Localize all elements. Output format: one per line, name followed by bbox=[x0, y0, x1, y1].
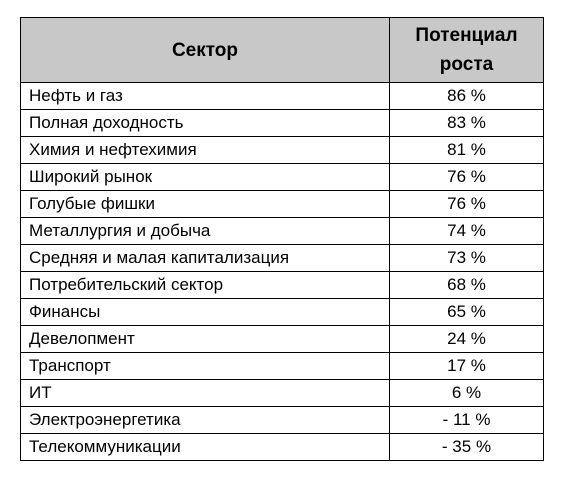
sector-growth-table: Сектор Потенциал роста Нефть и газ 86 % П… bbox=[20, 17, 544, 461]
table-row: Девелопмент 24 % bbox=[20, 325, 544, 353]
table-row: Электроэнергетика - 11 % bbox=[20, 406, 544, 434]
sector-growth-table-wrapper: Сектор Потенциал роста Нефть и газ 86 % П… bbox=[20, 17, 544, 461]
potential-cell: 83 % bbox=[389, 109, 544, 137]
sector-cell: Электроэнергетика bbox=[20, 406, 390, 434]
potential-cell: 74 % bbox=[389, 217, 544, 245]
sector-cell: ИТ bbox=[20, 379, 390, 407]
table-header: Сектор Потенциал роста bbox=[20, 17, 544, 83]
table-row: Химия и нефтехимия 81 % bbox=[20, 136, 544, 164]
table-row: Потребительский сектор 68 % bbox=[20, 271, 544, 299]
potential-cell: 17 % bbox=[389, 352, 544, 380]
table-row: Средняя и малая капитализация 73 % bbox=[20, 244, 544, 272]
potential-cell: 81 % bbox=[389, 136, 544, 164]
sector-cell: Средняя и малая капитализация bbox=[20, 244, 390, 272]
table-row: Голубые фишки 76 % bbox=[20, 190, 544, 218]
sector-cell: Нефть и газ bbox=[20, 82, 390, 110]
header-sector-label: Сектор bbox=[171, 39, 239, 61]
sector-cell: Широкий рынок bbox=[20, 163, 390, 191]
table-row: Полная доходность 83 % bbox=[20, 109, 544, 137]
sector-cell: Потребительский сектор bbox=[20, 271, 390, 299]
header-potential-label: Потенциал роста bbox=[415, 25, 518, 75]
potential-cell: 73 % bbox=[389, 244, 544, 272]
sector-cell: Металлургия и добыча bbox=[20, 217, 390, 245]
table-row: ИТ 6 % bbox=[20, 379, 544, 407]
potential-cell: - 11 % bbox=[389, 406, 544, 434]
table-row: Транспорт 17 % bbox=[20, 352, 544, 380]
sector-cell: Финансы bbox=[20, 298, 390, 326]
header-potential: Потенциал роста bbox=[389, 17, 544, 83]
potential-cell: 86 % bbox=[389, 82, 544, 110]
table-body: Нефть и газ 86 % Полная доходность 83 % Хи… bbox=[20, 82, 544, 461]
potential-cell: 76 % bbox=[389, 163, 544, 191]
potential-cell: 76 % bbox=[389, 190, 544, 218]
table-row: Телекоммуникации - 35 % bbox=[20, 433, 544, 461]
table-row: Металлургия и добыча 74 % bbox=[20, 217, 544, 245]
sector-cell: Голубые фишки bbox=[20, 190, 390, 218]
header-row: Сектор Потенциал роста bbox=[20, 17, 544, 83]
header-sector: Сектор bbox=[20, 17, 390, 83]
sector-cell: Телекоммуникации bbox=[20, 433, 390, 461]
potential-cell: 24 % bbox=[389, 325, 544, 353]
potential-cell: 65 % bbox=[389, 298, 544, 326]
potential-cell: 6 % bbox=[389, 379, 544, 407]
potential-cell: - 35 % bbox=[389, 433, 544, 461]
table-row: Нефть и газ 86 % bbox=[20, 82, 544, 110]
sector-cell: Полная доходность bbox=[20, 109, 390, 137]
sector-cell: Транспорт bbox=[20, 352, 390, 380]
table-row: Финансы 65 % bbox=[20, 298, 544, 326]
sector-cell: Девелопмент bbox=[20, 325, 390, 353]
potential-cell: 68 % bbox=[389, 271, 544, 299]
sector-cell: Химия и нефтехимия bbox=[20, 136, 390, 164]
table-row: Широкий рынок 76 % bbox=[20, 163, 544, 191]
